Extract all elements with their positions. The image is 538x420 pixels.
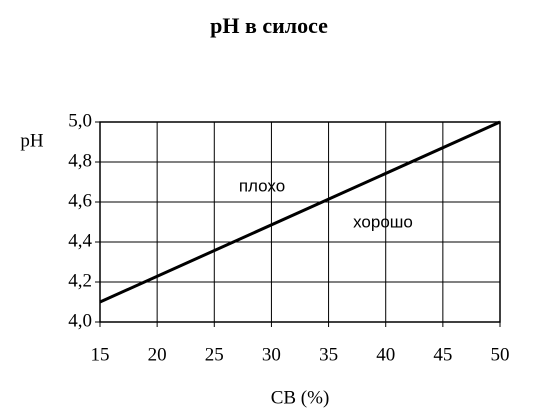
y-tick-label: 4,4 bbox=[68, 230, 92, 251]
x-tick-label: 20 bbox=[148, 344, 167, 365]
x-tick-label: 40 bbox=[376, 344, 395, 365]
y-tick-label: 4,8 bbox=[68, 150, 92, 171]
x-tick-label: 45 bbox=[433, 344, 452, 365]
plot-frame bbox=[99, 121, 501, 323]
x-tick-label: 50 bbox=[491, 344, 510, 365]
data-line bbox=[99, 120, 501, 304]
y-tick-label: 4,6 bbox=[68, 190, 92, 211]
y-tick-label: 4,0 bbox=[68, 310, 92, 331]
y-tick-label: 4,2 bbox=[68, 270, 92, 291]
x-tick-label: 25 bbox=[205, 344, 224, 365]
y-axis-label: pH bbox=[20, 130, 44, 151]
x-axis-label: СВ (%) bbox=[271, 387, 330, 408]
annotation: хорошо bbox=[353, 212, 413, 231]
y-tick-label: 5,0 bbox=[68, 110, 92, 131]
x-tick-label: 15 bbox=[91, 344, 110, 365]
x-tick-label: 35 bbox=[319, 344, 338, 365]
x-tick-label: 30 bbox=[262, 344, 281, 365]
annotation: плохо bbox=[239, 176, 285, 195]
chart-title: pH в силосе bbox=[210, 13, 328, 38]
